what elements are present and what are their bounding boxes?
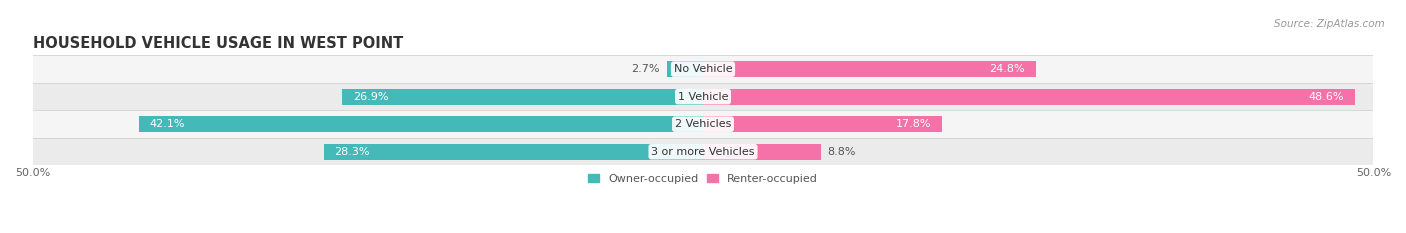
- Legend: Owner-occupied, Renter-occupied: Owner-occupied, Renter-occupied: [588, 174, 818, 184]
- Bar: [32, 83, 1374, 110]
- Bar: [703, 116, 942, 132]
- Bar: [703, 61, 1035, 77]
- Text: 8.8%: 8.8%: [828, 147, 856, 157]
- Text: 2 Vehicles: 2 Vehicles: [675, 119, 731, 129]
- Text: 42.1%: 42.1%: [149, 119, 184, 129]
- Bar: [342, 89, 703, 105]
- Text: 3 or more Vehicles: 3 or more Vehicles: [651, 147, 755, 157]
- Bar: [32, 138, 1374, 165]
- Text: 2.7%: 2.7%: [631, 64, 659, 74]
- Text: 28.3%: 28.3%: [335, 147, 370, 157]
- Text: 1 Vehicle: 1 Vehicle: [678, 92, 728, 102]
- Bar: [32, 110, 1374, 138]
- Text: 17.8%: 17.8%: [896, 119, 931, 129]
- Text: 48.6%: 48.6%: [1309, 92, 1344, 102]
- Bar: [703, 144, 821, 160]
- Bar: [32, 55, 1374, 83]
- Text: No Vehicle: No Vehicle: [673, 64, 733, 74]
- Bar: [703, 89, 1354, 105]
- Bar: [323, 144, 703, 160]
- Text: HOUSEHOLD VEHICLE USAGE IN WEST POINT: HOUSEHOLD VEHICLE USAGE IN WEST POINT: [32, 36, 404, 51]
- Text: 24.8%: 24.8%: [990, 64, 1025, 74]
- Bar: [139, 116, 703, 132]
- Text: 26.9%: 26.9%: [353, 92, 388, 102]
- Bar: [666, 61, 703, 77]
- Text: Source: ZipAtlas.com: Source: ZipAtlas.com: [1274, 19, 1385, 29]
